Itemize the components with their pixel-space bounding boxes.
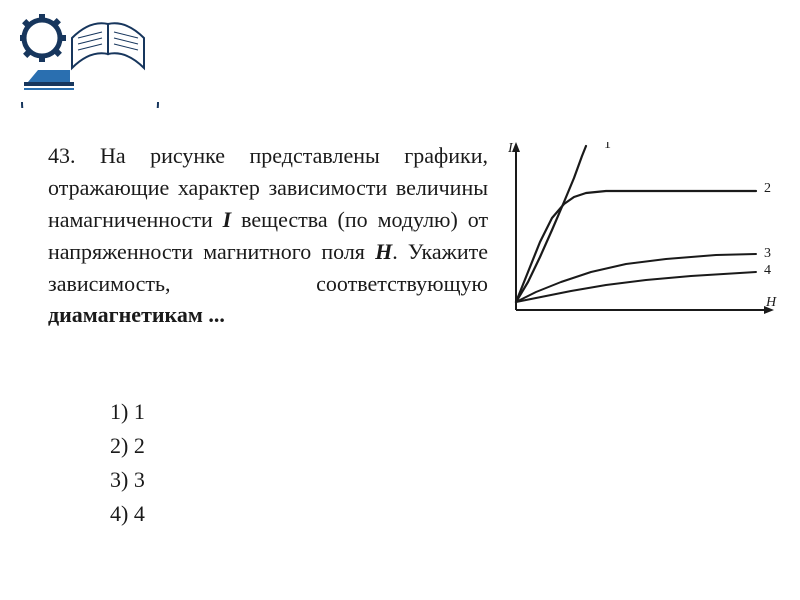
answer-option-1: 1) 1 (110, 395, 145, 429)
q-bold: диамагнетикам ... (48, 302, 225, 327)
q-line2: отражающие характер зависимости (48, 175, 387, 200)
q-var-I: I (223, 207, 232, 232)
curve-4 (516, 272, 756, 302)
q-line4c: модулю) (378, 207, 458, 232)
q-line5a: напряженности магнитного поля (48, 239, 365, 264)
logo-svg: РГУПС (20, 8, 160, 108)
question-number: 43. (48, 143, 76, 168)
answer-list: 1) 1 2) 2 3) 3 4) 4 (110, 395, 145, 531)
q-line3b: намагниченности (48, 207, 213, 232)
curve-label-1: 1 (604, 142, 611, 152)
question-text: 43. На рисунке представлены графики, отр… (48, 140, 488, 331)
university-logo: РГУПС (20, 8, 160, 108)
q-line7a: соответствующую (316, 271, 488, 296)
y-axis-label: I (508, 142, 514, 156)
chart-axes (512, 142, 774, 314)
page: РГУПС 43. На рисунке представлены график… (0, 0, 800, 600)
curve-label-4: 4 (764, 263, 771, 278)
q-line1: На рисунке представлены графики, (100, 143, 488, 168)
answer-option-4: 4) 4 (110, 497, 145, 531)
curve-label-3: 3 (764, 246, 771, 261)
answer-option-2: 2) 2 (110, 429, 145, 463)
q-line4d: от (468, 207, 488, 232)
curve-label-2: 2 (764, 181, 771, 196)
q-var-H: Н (375, 239, 392, 264)
q-line3a: величины (396, 175, 488, 200)
q-line6a: Укажите (408, 239, 488, 264)
chart-curves (516, 146, 756, 302)
q-line4a: вещества (241, 207, 328, 232)
answer-option-3: 3) 3 (110, 463, 145, 497)
magnetization-chart: I H 1 2 3 4 (508, 142, 778, 317)
chart-svg: I H 1 2 3 4 (508, 142, 778, 317)
q-line6b: зависимость, (48, 271, 171, 296)
q-line5b: . (392, 239, 398, 264)
q-line4b: (по (338, 207, 368, 232)
x-axis-label: H (765, 295, 777, 310)
